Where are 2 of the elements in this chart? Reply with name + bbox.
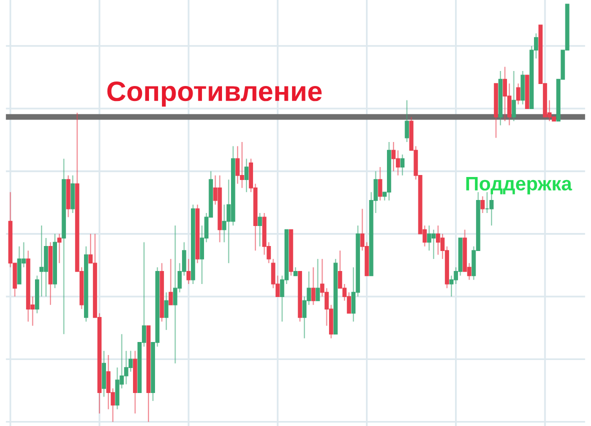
annotation: Сопротивление [107,82,322,107]
annotation: Поддержка [466,176,572,194]
